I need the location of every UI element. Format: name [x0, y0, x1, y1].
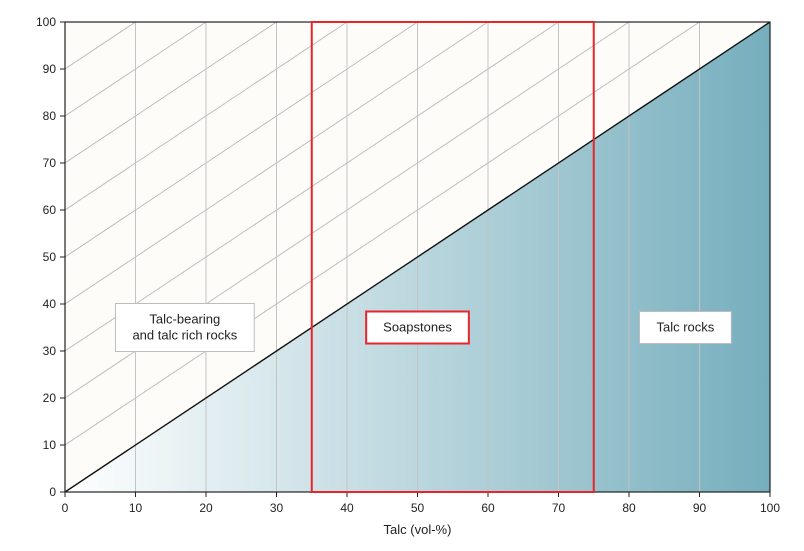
region-label: Talc rocks: [639, 311, 732, 344]
x-tick-label: 50: [411, 501, 425, 515]
series-lines: [64, 21, 771, 493]
y-tick-label: 50: [43, 250, 57, 264]
grid-lines: [135, 22, 700, 492]
region-label-text: Soapstones: [383, 320, 452, 335]
y-tick-label: 0: [49, 485, 56, 499]
hatch-line: [65, 22, 136, 70]
x-tick-label: 90: [693, 501, 707, 515]
region-label-text: and talc rich rocks: [132, 328, 237, 343]
x-tick-label: 0: [62, 501, 69, 515]
y-tick-label: 80: [43, 109, 57, 123]
hatch-line: [65, 22, 277, 164]
x-tick-label: 100: [760, 501, 780, 515]
y-tick-label: 70: [43, 156, 57, 170]
region-label-box: [114, 303, 255, 352]
axes: 0 10 20 30 40 50 60 70 80 90 100 0 10 20 30 40 50 60 70 80 9…: [36, 15, 780, 515]
region-label-text: Talc rocks: [657, 320, 715, 335]
y-tick-label: 60: [43, 203, 57, 217]
region-label: Soapstones: [365, 310, 470, 345]
y-tick-label: 20: [43, 391, 57, 405]
x-tick-label: 40: [340, 501, 354, 515]
x-tick-label: 70: [552, 501, 566, 515]
region-label-box: [639, 311, 732, 344]
x-tick-label: 30: [270, 501, 284, 515]
series-line: [64, 21, 771, 493]
x-tick-label: 60: [481, 501, 495, 515]
y-tick-label: 40: [43, 297, 57, 311]
x-axis-title: Talc (vol-%): [384, 522, 452, 537]
region-label-box: [365, 310, 470, 345]
x-tick-label: 10: [129, 501, 143, 515]
soapstone-range-box: [310, 21, 595, 493]
region-label-text: Talc-bearing: [149, 312, 220, 327]
hatch-line: [65, 22, 418, 258]
x-tick-label: 20: [199, 501, 213, 515]
x-tick-label: 80: [622, 501, 636, 515]
y-tick-label: 100: [36, 15, 56, 29]
y-tick-label: 90: [43, 62, 57, 76]
y-tick-label: 10: [43, 438, 57, 452]
y-tick-label: 30: [43, 344, 57, 358]
